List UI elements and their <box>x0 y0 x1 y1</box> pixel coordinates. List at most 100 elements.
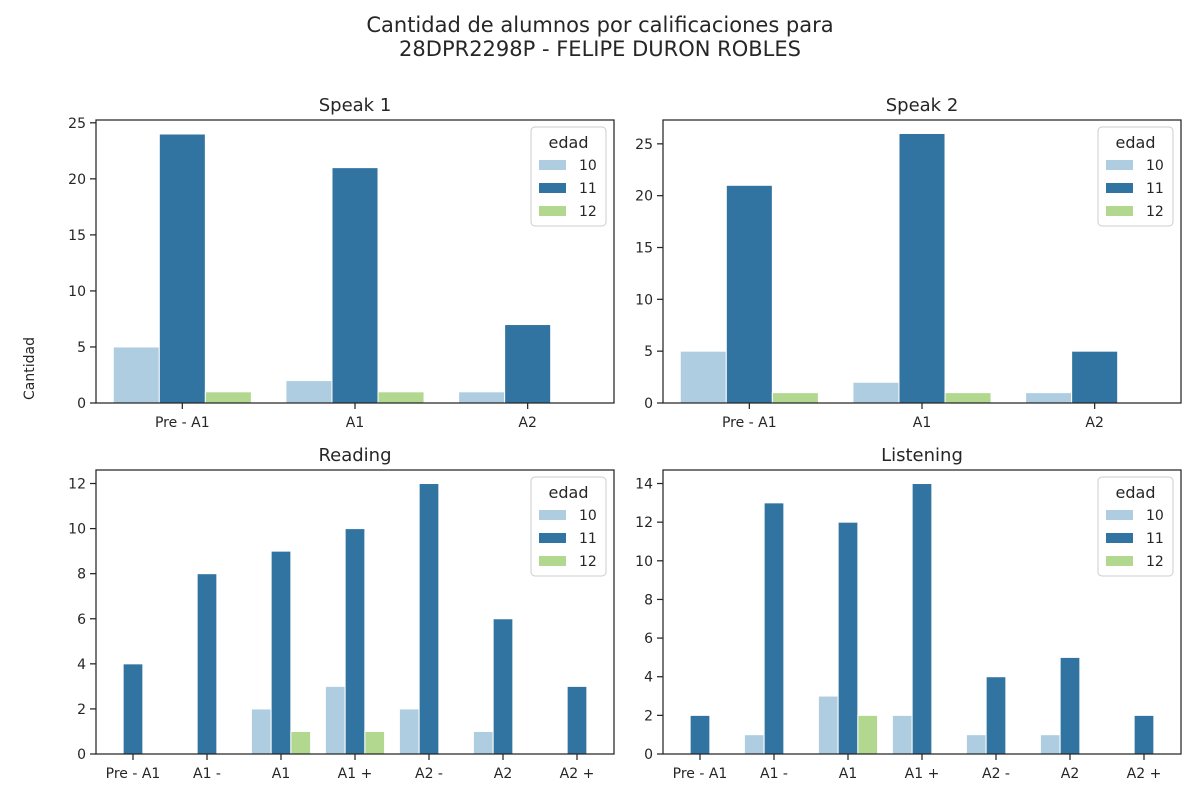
x-tick-label: A1 + <box>338 766 373 782</box>
legend-label-11: 11 <box>579 181 597 197</box>
legend-title: edad <box>1116 133 1156 152</box>
y-tick-label: 25 <box>635 137 653 153</box>
legend-swatch-10 <box>1106 160 1133 170</box>
bar-11-4 <box>985 676 1007 755</box>
y-tick-label: 0 <box>77 747 86 763</box>
chart-panel-4: 0 2 4 6 8 10 12 14 Pre - A1 A1 - A1 A1 + A2 - A2 A2 + L… <box>635 445 1182 782</box>
legend-swatch-11 <box>1106 183 1133 193</box>
bar-10-2 <box>250 708 272 755</box>
bar-10-2 <box>458 391 506 404</box>
legend-swatch-10 <box>539 510 566 520</box>
chart-title: Speak 1 <box>319 95 392 116</box>
legend: edad 10 11 12 <box>1097 476 1174 577</box>
y-tick-label: 0 <box>644 396 653 412</box>
x-tick-label: A2 <box>494 766 512 782</box>
x-tick-label: A1 <box>346 415 364 431</box>
chart-title: Reading <box>318 445 391 466</box>
bar-12-2 <box>857 714 879 755</box>
x-tick-label: A2 + <box>560 766 595 782</box>
bar-12-3 <box>364 730 386 755</box>
x-tick-label: A1 + <box>905 766 940 782</box>
bar-10-2 <box>1025 392 1073 404</box>
bar-10-4 <box>965 734 987 755</box>
legend-box <box>1097 126 1174 227</box>
bar-11-1 <box>763 502 785 755</box>
chart-title: Speak 2 <box>886 95 959 116</box>
legend: edad 10 11 12 <box>530 476 607 577</box>
legend-title: edad <box>1116 483 1156 502</box>
x-tick-label: Pre - A1 <box>722 415 777 431</box>
y-tick-label: 5 <box>77 340 86 356</box>
legend-swatch-12 <box>539 556 566 566</box>
x-tick-label: A2 <box>1061 766 1079 782</box>
legend-swatch-11 <box>1106 533 1133 543</box>
legend-label-12: 12 <box>1146 554 1164 570</box>
y-tick-label: 10 <box>635 554 653 570</box>
y-tick-label: 2 <box>77 702 86 718</box>
y-tick-label: 12 <box>68 477 86 493</box>
y-tick-label: 0 <box>77 396 86 412</box>
x-tick-label: Pre - A1 <box>106 766 161 782</box>
y-tick-label: 4 <box>644 670 653 686</box>
bar-11-6 <box>566 685 588 755</box>
y-tick-label: 8 <box>77 567 86 583</box>
bar-11-1 <box>898 132 946 404</box>
y-tick-label: 0 <box>644 747 653 763</box>
legend-label-12: 12 <box>1146 204 1164 220</box>
legend-label-11: 11 <box>1146 181 1164 197</box>
y-tick-label: 10 <box>68 284 86 300</box>
bar-11-2 <box>837 521 859 755</box>
legend-box <box>530 126 607 227</box>
legend-swatch-11 <box>539 533 566 543</box>
figure-title-line1: Cantidad de alumnos por calificaciones p… <box>366 13 834 37</box>
y-tick-label: 14 <box>635 477 653 493</box>
x-tick-label: Pre - A1 <box>155 415 210 431</box>
legend-label-12: 12 <box>579 554 597 570</box>
legend: edad 10 11 12 <box>1097 126 1174 227</box>
bar-10-4 <box>398 708 420 755</box>
legend-label-10: 10 <box>1146 508 1164 524</box>
legend-title: edad <box>549 483 589 502</box>
legend-label-10: 10 <box>1146 158 1164 174</box>
legend-label-10: 10 <box>579 158 597 174</box>
legend-title: edad <box>549 133 589 152</box>
bar-11-0 <box>725 184 773 404</box>
x-tick-label: A1 <box>272 766 290 782</box>
bar-11-0 <box>689 714 711 755</box>
figure-title-line2: 28DPR2298P - FELIPE DURON ROBLES <box>399 37 801 61</box>
bar-12-1 <box>944 392 992 404</box>
y-tick-label: 15 <box>68 228 86 244</box>
legend-label-11: 11 <box>579 531 597 547</box>
x-tick-label: A2 - <box>982 766 1010 782</box>
bar-11-5 <box>492 618 514 755</box>
bar-10-1 <box>852 381 900 404</box>
bar-11-4 <box>418 483 440 755</box>
legend: edad 10 11 12 <box>530 126 607 227</box>
legend-swatch-12 <box>1106 556 1133 566</box>
bar-10-1 <box>285 380 333 404</box>
bar-10-0 <box>679 350 727 404</box>
bar-10-1 <box>743 734 765 755</box>
x-tick-label: A1 - <box>760 766 788 782</box>
legend-swatch-10 <box>539 160 566 170</box>
chart-title: Listening <box>881 445 963 466</box>
bar-11-2 <box>270 550 292 755</box>
chart-panel-2: 0 5 10 15 20 25 Pre - A1 A1 A2 Speak 2 edad 10 11 12 <box>635 95 1182 431</box>
y-tick-label: 25 <box>68 116 86 132</box>
x-tick-label: A2 <box>518 415 536 431</box>
bar-10-3 <box>324 685 346 755</box>
y-tick-label: 5 <box>644 344 653 360</box>
bar-12-0 <box>204 391 252 404</box>
legend-swatch-12 <box>539 206 566 216</box>
legend-label-11: 11 <box>1146 531 1164 547</box>
bar-11-0 <box>158 133 206 404</box>
legend-swatch-11 <box>539 183 566 193</box>
bar-11-3 <box>911 483 933 755</box>
y-tick-label: 6 <box>644 631 653 647</box>
bar-11-5 <box>1059 656 1081 755</box>
x-tick-label: A1 <box>839 766 857 782</box>
bar-11-3 <box>344 528 366 755</box>
bar-12-0 <box>771 392 819 404</box>
